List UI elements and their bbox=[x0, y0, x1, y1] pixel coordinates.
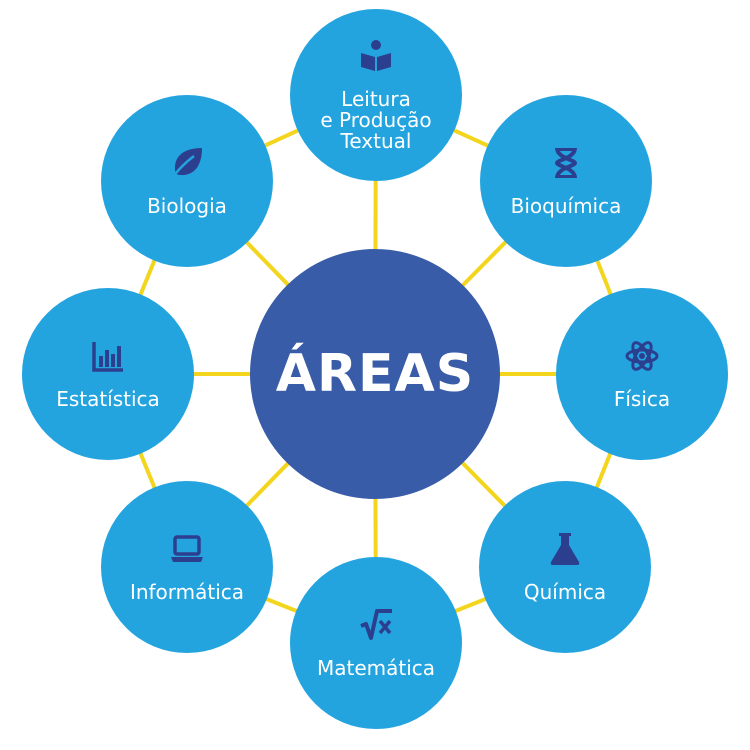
area-label: Física bbox=[613, 386, 671, 411]
center-node: ÁREAS bbox=[250, 249, 500, 499]
atom-icon bbox=[625, 340, 659, 371]
area-node-estatistica: Estatística bbox=[22, 288, 194, 460]
flask-icon bbox=[550, 532, 580, 565]
book-reader-icon bbox=[361, 39, 391, 71]
area-node-biologia: Biologia bbox=[101, 95, 273, 267]
ring-connector bbox=[449, 126, 493, 150]
laptop-icon bbox=[171, 534, 203, 562]
ring-connector bbox=[593, 449, 614, 492]
spoke-connector bbox=[458, 237, 510, 290]
ring-connector bbox=[451, 595, 490, 615]
area-node-quimica: Química bbox=[479, 481, 651, 653]
spoke-connector bbox=[242, 459, 293, 510]
area-label: Estatística bbox=[56, 386, 160, 411]
center-title: ÁREAS bbox=[275, 344, 475, 404]
area-label: Bioquímica bbox=[510, 193, 622, 218]
leaf-icon bbox=[171, 147, 202, 179]
area-label: Informática bbox=[129, 579, 245, 604]
area-node-matematica: Matemática bbox=[290, 557, 462, 729]
area-node-informatica: Informática bbox=[101, 481, 273, 653]
area-node-fisica: Física bbox=[556, 288, 728, 460]
square-root-icon bbox=[360, 608, 392, 640]
bar-chart-icon bbox=[92, 341, 123, 372]
ring-connector bbox=[262, 595, 301, 615]
area-node-leitura: Leitura e Produção Textual bbox=[290, 9, 462, 181]
ring-connector bbox=[137, 449, 158, 492]
area-node-bioquimica: Bioquímica bbox=[480, 95, 652, 267]
spoke-connector bbox=[242, 238, 293, 289]
dna-icon bbox=[554, 147, 578, 178]
ring-connector bbox=[137, 256, 158, 299]
area-label: Biologia bbox=[147, 193, 227, 218]
area-label: Química bbox=[523, 579, 607, 604]
spoke-connector bbox=[458, 458, 509, 510]
area-label: Matemática bbox=[316, 655, 436, 680]
ring-connector bbox=[260, 127, 303, 149]
ring-connector bbox=[594, 256, 614, 299]
area-label: Leitura e Produção Textual bbox=[320, 86, 432, 153]
